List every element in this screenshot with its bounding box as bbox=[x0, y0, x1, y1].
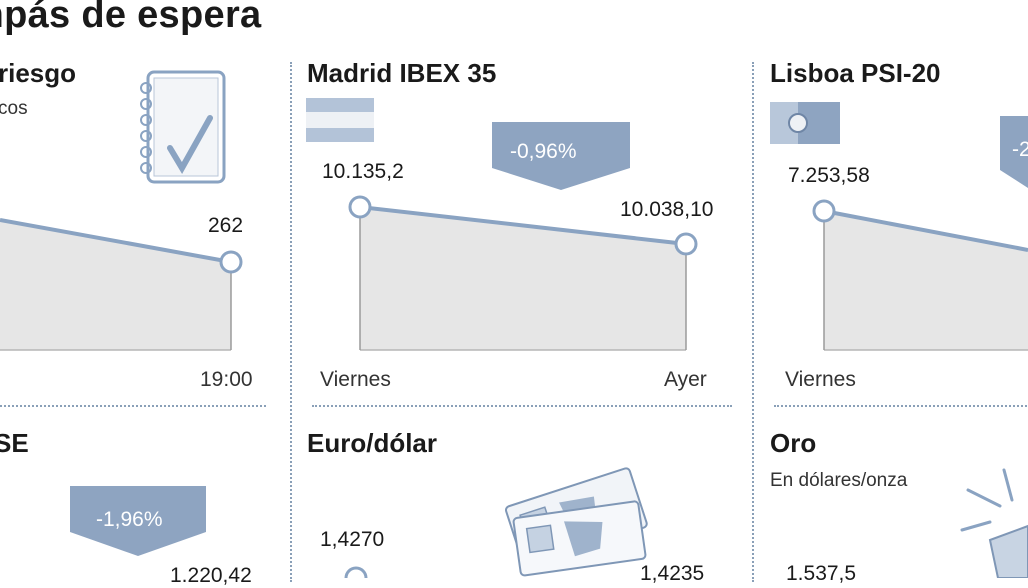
page-title: mpás de espera bbox=[0, 0, 262, 36]
value-label: 1.537,5 bbox=[786, 562, 857, 585]
panel-title: Oro bbox=[770, 428, 817, 458]
series-line-ibex bbox=[359, 205, 687, 246]
x-tick-label: Viernes bbox=[785, 368, 856, 391]
spain-flag-icon bbox=[306, 98, 374, 142]
panel-title: Madrid IBEX 35 bbox=[307, 58, 497, 88]
x-tick-label: Viernes bbox=[320, 368, 391, 391]
value-label: 1,4235 bbox=[640, 562, 705, 585]
change-arrow-ibex bbox=[492, 122, 630, 190]
row-divider bbox=[774, 405, 1028, 407]
row-divider bbox=[312, 405, 732, 407]
panel-title: Lisboa PSI-20 bbox=[770, 58, 941, 88]
point-eurodolar-start bbox=[344, 566, 368, 578]
panel-se bbox=[70, 486, 206, 556]
change-label: -2 bbox=[1012, 138, 1028, 161]
series-line-riesgo bbox=[0, 218, 232, 264]
area-ibex bbox=[360, 207, 686, 350]
value-label: 1.220,42 bbox=[170, 564, 252, 587]
change-label: -0,96% bbox=[510, 140, 577, 163]
notepad-check-icon bbox=[140, 70, 226, 184]
panel-psi bbox=[770, 102, 1028, 351]
panel-oro bbox=[960, 468, 1028, 578]
point-riesgo-end bbox=[219, 250, 243, 274]
portugal-flag-icon bbox=[770, 102, 840, 144]
panel-subtitle: cos bbox=[0, 98, 28, 119]
panel-title: SE bbox=[0, 428, 29, 458]
point-ibex-end bbox=[674, 232, 698, 256]
value-label: 10.135,2 bbox=[322, 160, 404, 183]
panel-subtitle: En dólares/onza bbox=[770, 470, 908, 491]
banknotes-icon bbox=[504, 467, 648, 577]
area-psi bbox=[824, 211, 1028, 350]
panel-title: Euro/dólar bbox=[307, 428, 438, 458]
series-line-psi bbox=[823, 209, 1028, 252]
change-arrow-se bbox=[70, 486, 206, 556]
row-divider bbox=[0, 405, 266, 407]
x-tick-label: 19:00 bbox=[200, 368, 253, 391]
value-label: 1,4270 bbox=[320, 528, 385, 551]
panel-ibex bbox=[306, 98, 698, 351]
change-label: -1,96% bbox=[96, 508, 163, 531]
point-ibex-start bbox=[348, 195, 372, 219]
point-psi-start bbox=[812, 199, 836, 223]
gold-bar-icon bbox=[960, 468, 1028, 578]
panel-title: riesgo bbox=[0, 58, 77, 88]
column-divider bbox=[290, 62, 292, 582]
panel-riesgo bbox=[0, 70, 243, 351]
value-label: 10.038,10 bbox=[620, 198, 714, 221]
panel-eurodolar bbox=[344, 467, 648, 578]
value-label: 262 bbox=[208, 214, 244, 237]
change-arrow-psi bbox=[1000, 116, 1028, 188]
value-label: 7.253,58 bbox=[788, 164, 870, 187]
x-tick-label: Ayer bbox=[664, 368, 707, 391]
column-divider bbox=[752, 62, 754, 582]
